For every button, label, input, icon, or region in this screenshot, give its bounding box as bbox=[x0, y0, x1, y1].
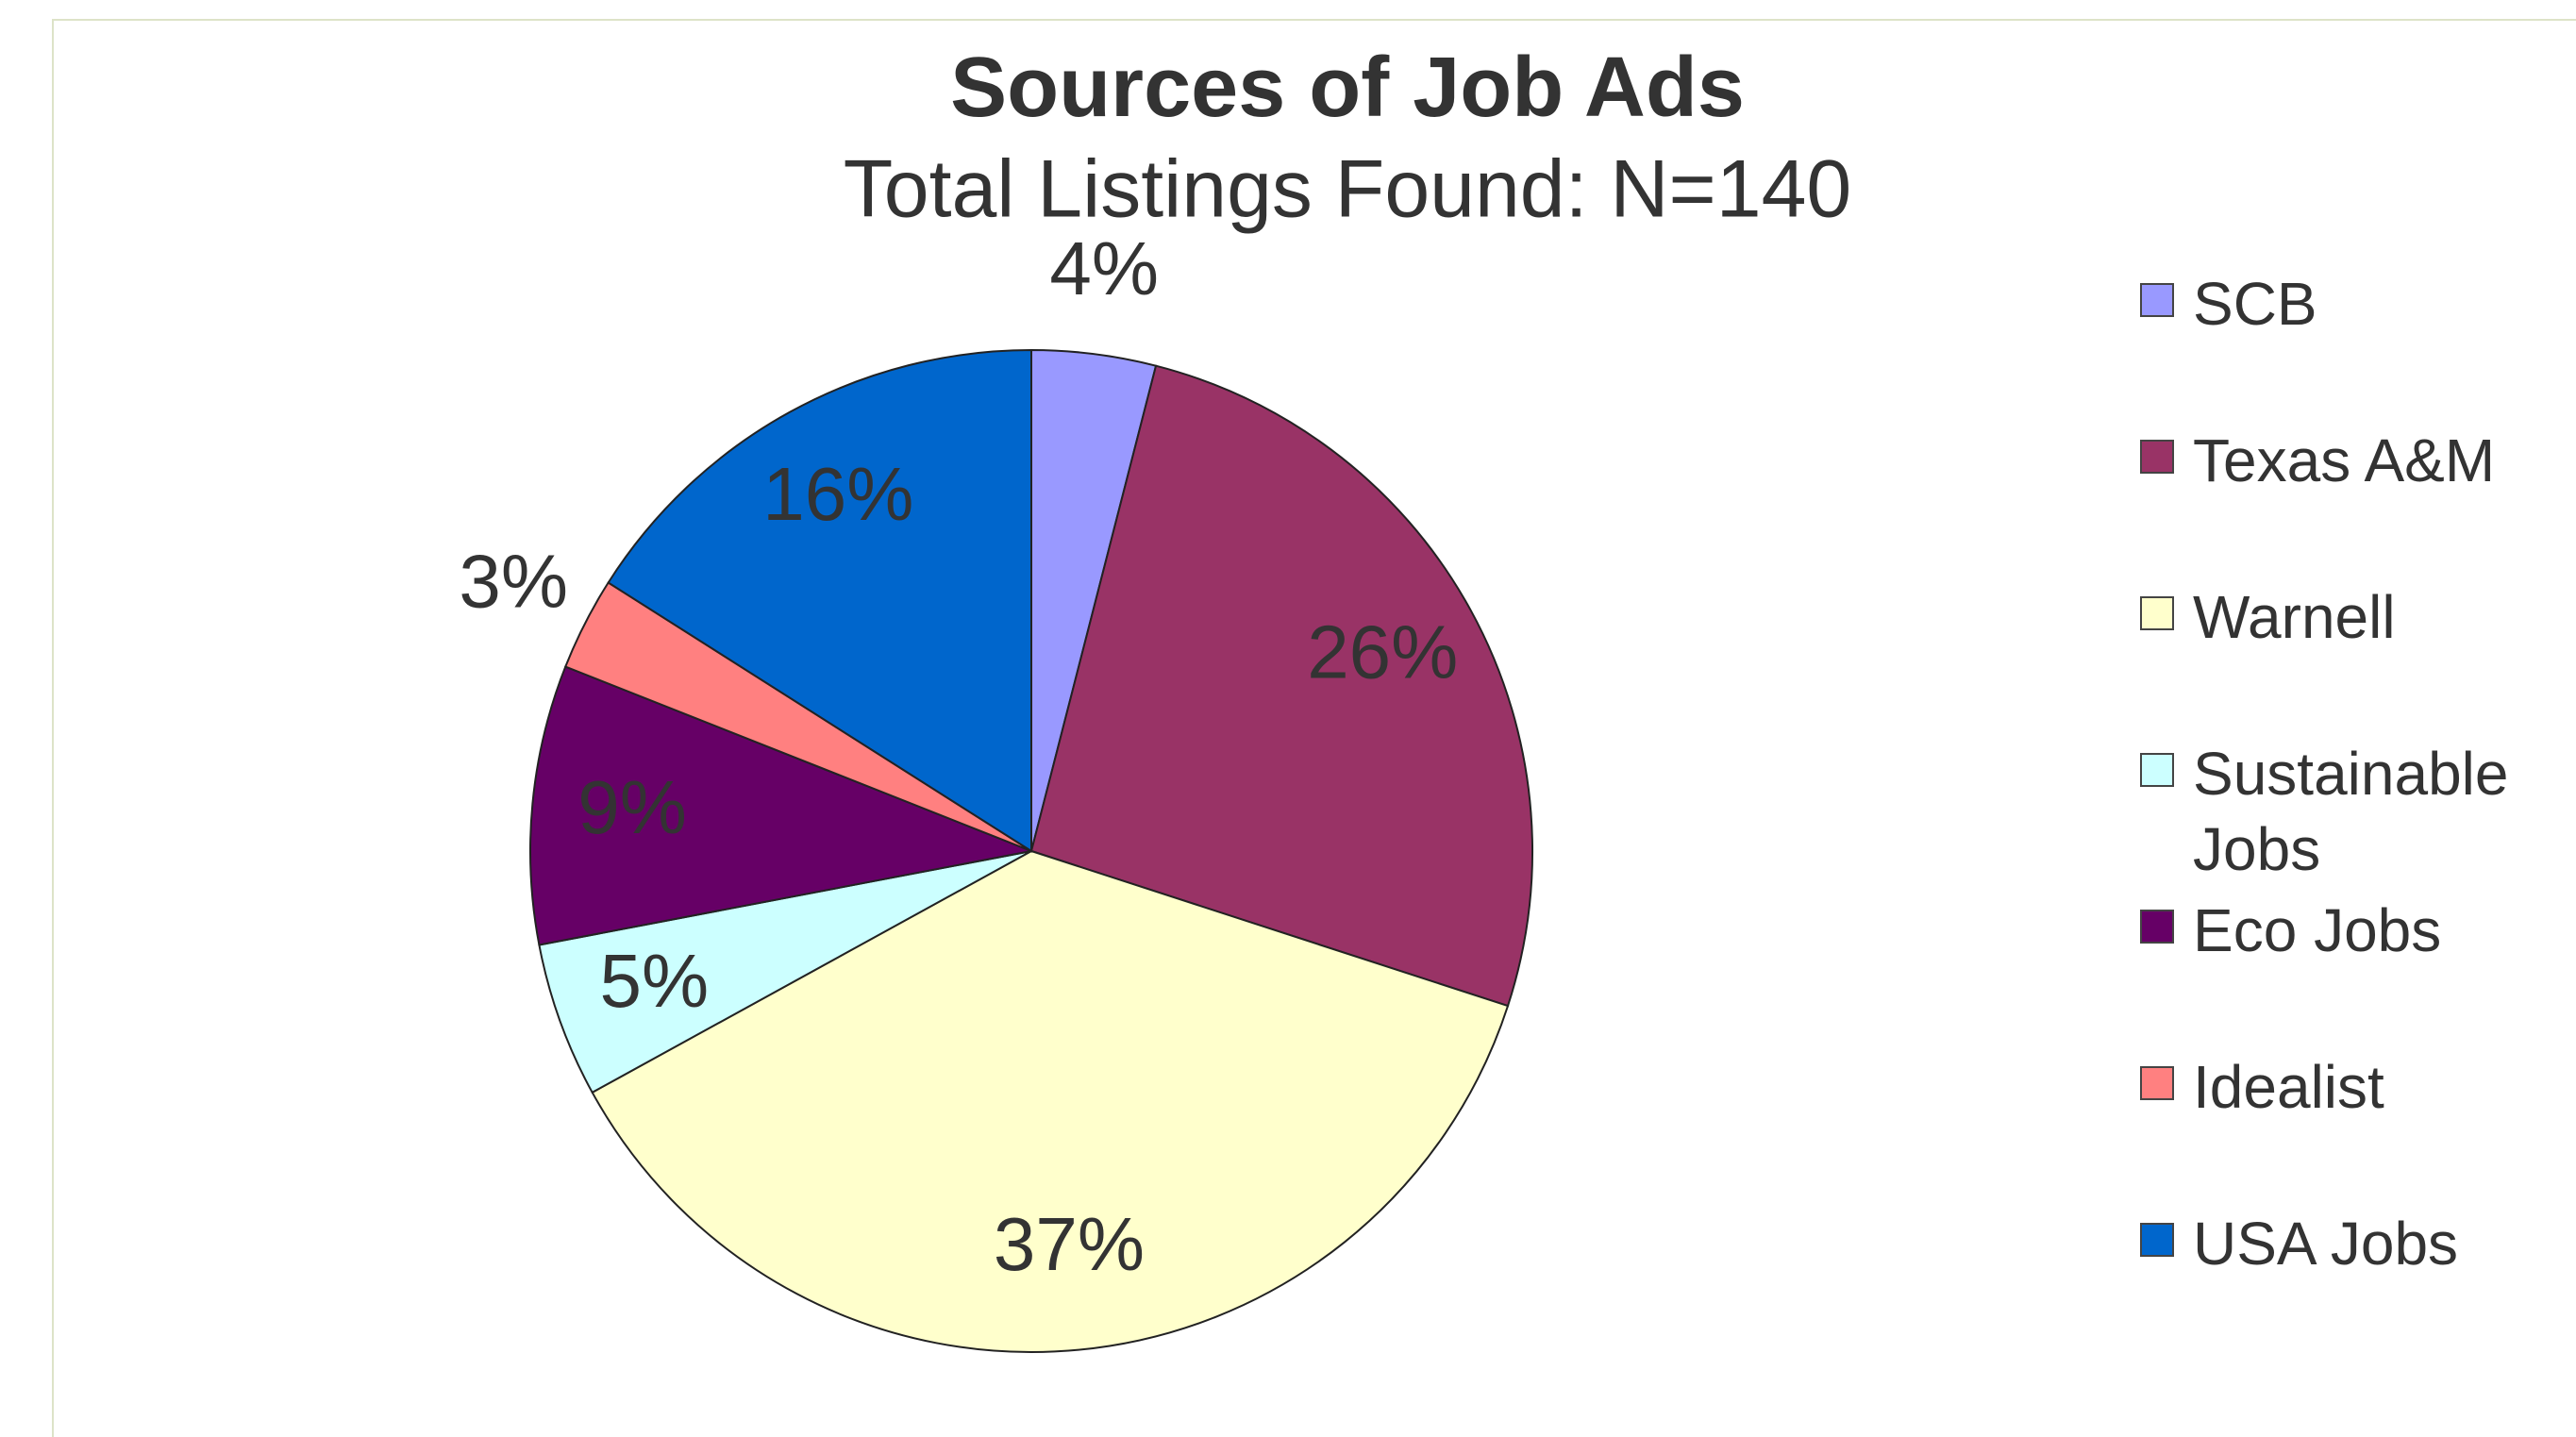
legend-label: Warnell bbox=[2193, 583, 2396, 651]
data-label: 9% bbox=[577, 765, 687, 849]
legend-item: SCB bbox=[2140, 266, 2570, 342]
legend-label: Idealist bbox=[2193, 1053, 2384, 1121]
pie-slice bbox=[529, 665, 1035, 946]
legend-swatch bbox=[2140, 1223, 2174, 1257]
chart-subtitle: Total Listings Found: N=140 bbox=[844, 144, 1852, 235]
legend-item: Sustainable Jobs bbox=[2140, 736, 2570, 887]
legend-item: Eco Jobs bbox=[2140, 893, 2570, 968]
legend-swatch bbox=[2140, 910, 2174, 944]
legend-swatch bbox=[2140, 1066, 2174, 1100]
legend-item: Warnell bbox=[2140, 579, 2570, 655]
pie-slice bbox=[591, 849, 1510, 1353]
legend-swatch bbox=[2140, 283, 2174, 317]
legend-item: Idealist bbox=[2140, 1049, 2570, 1125]
data-label: 3% bbox=[459, 539, 568, 623]
chart-title: Sources of Job Ads bbox=[950, 41, 1745, 135]
pie-slice bbox=[538, 850, 1032, 1094]
pie-slice bbox=[607, 348, 1032, 853]
legend-label: Texas A&M bbox=[2193, 426, 2496, 494]
frame bbox=[52, 19, 2576, 1437]
data-label: 5% bbox=[600, 939, 710, 1023]
legend-swatch bbox=[2140, 596, 2174, 630]
pie-slice bbox=[1029, 364, 1533, 1008]
legend-label: Sustainable Jobs bbox=[2193, 740, 2509, 883]
legend-swatch bbox=[2140, 753, 2174, 787]
legend-label: SCB bbox=[2193, 270, 2317, 338]
data-label: 37% bbox=[994, 1202, 1145, 1286]
data-label: 26% bbox=[1307, 610, 1458, 693]
legend-label: USA Jobs bbox=[2193, 1210, 2459, 1278]
data-label: 4% bbox=[1049, 226, 1159, 310]
legend-item: USA Jobs bbox=[2140, 1206, 2570, 1281]
legend-label: Eco Jobs bbox=[2193, 896, 2442, 964]
legend-swatch bbox=[2140, 440, 2174, 474]
legend-item: Texas A&M bbox=[2140, 423, 2570, 498]
data-label: 16% bbox=[762, 452, 913, 536]
